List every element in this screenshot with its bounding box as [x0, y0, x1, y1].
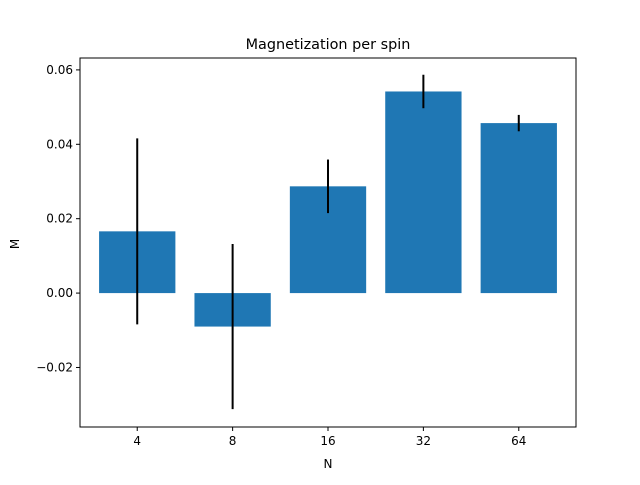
x-tick-label: 16 — [320, 434, 335, 448]
y-tick-label: −0.02 — [36, 360, 73, 374]
bar-64 — [480, 123, 557, 294]
plot-area: −0.02 0.00 0.02 0.04 0.06 4 8 16 32 64 — [36, 57, 577, 448]
x-tick-label: 32 — [416, 434, 431, 448]
x-tick-label: 4 — [133, 434, 141, 448]
x-axis-label: N — [324, 457, 333, 471]
y-tick-label: 0.00 — [46, 286, 73, 300]
y-tick-label: 0.06 — [46, 63, 73, 77]
y-tick-label: 0.04 — [46, 137, 73, 151]
x-tick-label: 8 — [229, 434, 237, 448]
y-axis-label: M — [8, 239, 22, 249]
chart-title: Magnetization per spin — [246, 37, 411, 53]
bar-32 — [385, 91, 462, 294]
x-tick-label: 64 — [511, 434, 526, 448]
y-tick-label: 0.02 — [46, 212, 73, 226]
